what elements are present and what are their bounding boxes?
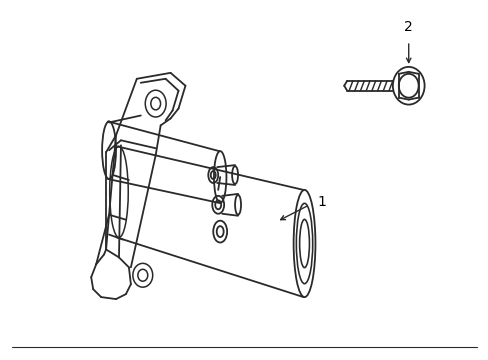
Text: 1: 1 xyxy=(317,195,325,209)
Text: 2: 2 xyxy=(404,20,412,34)
